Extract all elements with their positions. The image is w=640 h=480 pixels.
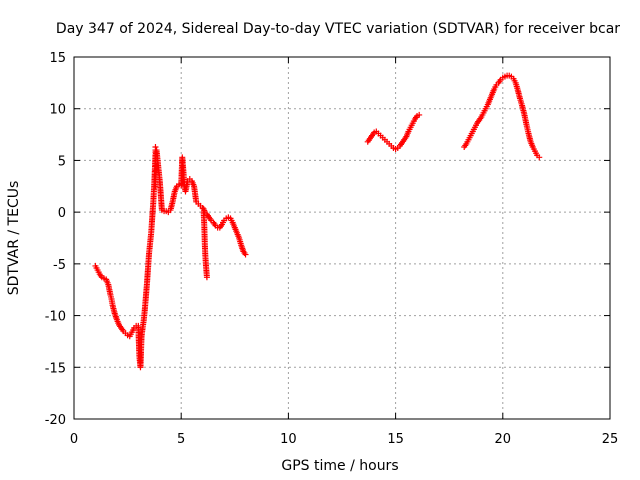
data-point	[152, 178, 159, 185]
y-tick-label: -5	[53, 258, 66, 273]
x-tick-label: 0	[70, 432, 78, 447]
x-tick-label: 25	[602, 432, 619, 447]
data-point	[152, 162, 159, 169]
axis-ticks: 0 5 10 15 20 25 -20 -15 -10 -5 0 5 10 15	[45, 51, 619, 447]
y-tick-label: -10	[45, 310, 66, 325]
data-point	[152, 172, 159, 179]
data-point	[152, 143, 159, 150]
y-tick-label: 15	[49, 51, 66, 66]
data-point	[152, 167, 159, 174]
plot-frame	[73, 56, 611, 420]
y-tick-label: 10	[49, 103, 66, 118]
x-axis-label: GPS time / hours	[281, 458, 398, 474]
data-point	[536, 154, 543, 161]
x-tick-label: 10	[280, 432, 297, 447]
gridlines	[74, 57, 610, 419]
data-point	[242, 251, 249, 258]
y-tick-label: 5	[58, 154, 66, 169]
y-tick-label: -15	[45, 361, 66, 376]
data-point	[152, 157, 159, 164]
x-tick-label: 15	[387, 432, 404, 447]
y-tick-label: 0	[58, 206, 66, 221]
data-point	[203, 274, 210, 281]
data-points	[92, 72, 543, 371]
x-tick-label: 20	[495, 432, 512, 447]
data-point	[416, 111, 423, 118]
y-tick-label: -20	[45, 413, 66, 428]
y-axis-label: SDTVAR / TECUs	[6, 181, 22, 296]
data-point	[152, 183, 159, 190]
chart-title: Day 347 of 2024, Sidereal Day-to-day VTE…	[56, 21, 620, 37]
x-tick-label: 5	[177, 432, 185, 447]
data-point	[152, 149, 159, 156]
